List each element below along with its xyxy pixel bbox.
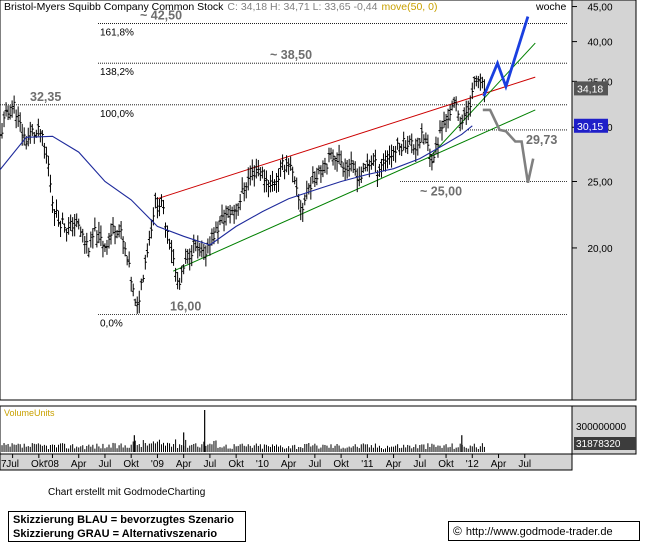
fib-price-label: 16,00 (170, 299, 201, 313)
x-tick-label: Jul (518, 459, 531, 470)
fibonacci-levels: 161,8% 138,2% 100,0% 0,0% ~ 42,50 ~ 38,50 32,3… (0, 9, 568, 329)
x-tick-label: Jul (308, 459, 321, 470)
fib-price-label: ~ 38,50 (270, 48, 312, 62)
level-label: 29,73 (526, 133, 557, 147)
volume-tick-label: 300000000 (576, 422, 626, 433)
x-tick-label: Okt (123, 459, 139, 470)
volume-current-label: 31878320 (576, 439, 621, 450)
fib-price-label: ~ 42,50 (140, 9, 182, 23)
x-tick-label: Apr (386, 459, 402, 470)
y-tick-label: 40,00 (587, 38, 612, 49)
x-tick-label: Jul (204, 459, 217, 470)
moving-average-line (0, 125, 473, 246)
x-tick-label: Okt (333, 459, 349, 470)
grey-scenario-path (482, 108, 535, 183)
fib-percent-label: 161,8% (100, 28, 134, 39)
x-tick-label: Apr (71, 459, 87, 470)
y-tick-label: 20,00 (587, 244, 612, 255)
copyright-icon: © (453, 524, 462, 538)
current-price-tag (574, 81, 608, 96)
volume-panel (0, 405, 573, 455)
y-axis-panel (571, 0, 637, 401)
source-url[interactable]: http://www.godmode-trader.de (465, 526, 613, 538)
x-axis: '07JulOkt'08AprJulOkt'09AprJulOkt'10AprJ… (0, 454, 531, 470)
fib-price-label: 32,35 (30, 90, 61, 104)
legend-blue-scenario: Skizzierung BLAU = bevorzugtes Szenario (13, 514, 234, 526)
x-tick-label: '07 (0, 459, 7, 470)
x-tick-label: Jul (413, 459, 426, 470)
volume-current-tag (574, 437, 636, 450)
current-price-label: 34,18 (577, 83, 603, 95)
x-tick-label: Okt (438, 459, 454, 470)
period-label: woche (535, 1, 567, 13)
x-tick-label: Apr (281, 459, 297, 470)
y-tick-label: 25,00 (587, 178, 612, 189)
x-tick-label: Jul (99, 459, 112, 470)
x-tick-label: Apr (491, 459, 507, 470)
value-tags: 34,18 30,15 (574, 81, 608, 133)
chart-credit: Chart erstellt mit GodmodeCharting (48, 487, 206, 498)
fib-percent-label: 0,0% (100, 318, 123, 329)
current-ma-tag (574, 118, 608, 133)
volume-bars (0, 410, 485, 452)
x-axis-panel (0, 453, 573, 471)
x-tick-label: Jul (6, 459, 19, 470)
current-ma-label: 30,15 (577, 121, 603, 133)
chart-title: Bristol-Myers Squibb Company Common Stoc… (4, 1, 437, 13)
legend-grey-scenario: Skizzierung GRAU = Alternativszenario (13, 528, 218, 540)
scenario-sketches (482, 16, 535, 183)
x-tick-label: '11 (361, 459, 374, 470)
trendline (172, 109, 536, 272)
x-tick-label: Okt (228, 459, 244, 470)
y-tick-label: 45,00 (587, 3, 612, 14)
x-tick-label: '09 (151, 459, 164, 470)
scenario-legend: Skizzierung BLAU = bevorzugtes Szenario … (8, 511, 246, 542)
x-tick-label: '10 (256, 459, 269, 470)
x-tick-label: '08 (46, 459, 59, 470)
blue-scenario-path (482, 16, 530, 97)
volume-label: VolumeUnits (4, 408, 55, 418)
source-url-box[interactable]: © http://www.godmode-trader.de (448, 521, 640, 541)
x-tick-label: Okt (31, 459, 47, 470)
moving-average-series (0, 125, 473, 246)
level-label: ~ 25,00 (420, 185, 462, 199)
trendline (427, 42, 536, 159)
fib-percent-label: 100,0% (100, 109, 134, 120)
x-tick-label: '12 (466, 459, 479, 470)
x-tick-label: Apr (176, 459, 192, 470)
fib-percent-label: 138,2% (100, 67, 134, 78)
